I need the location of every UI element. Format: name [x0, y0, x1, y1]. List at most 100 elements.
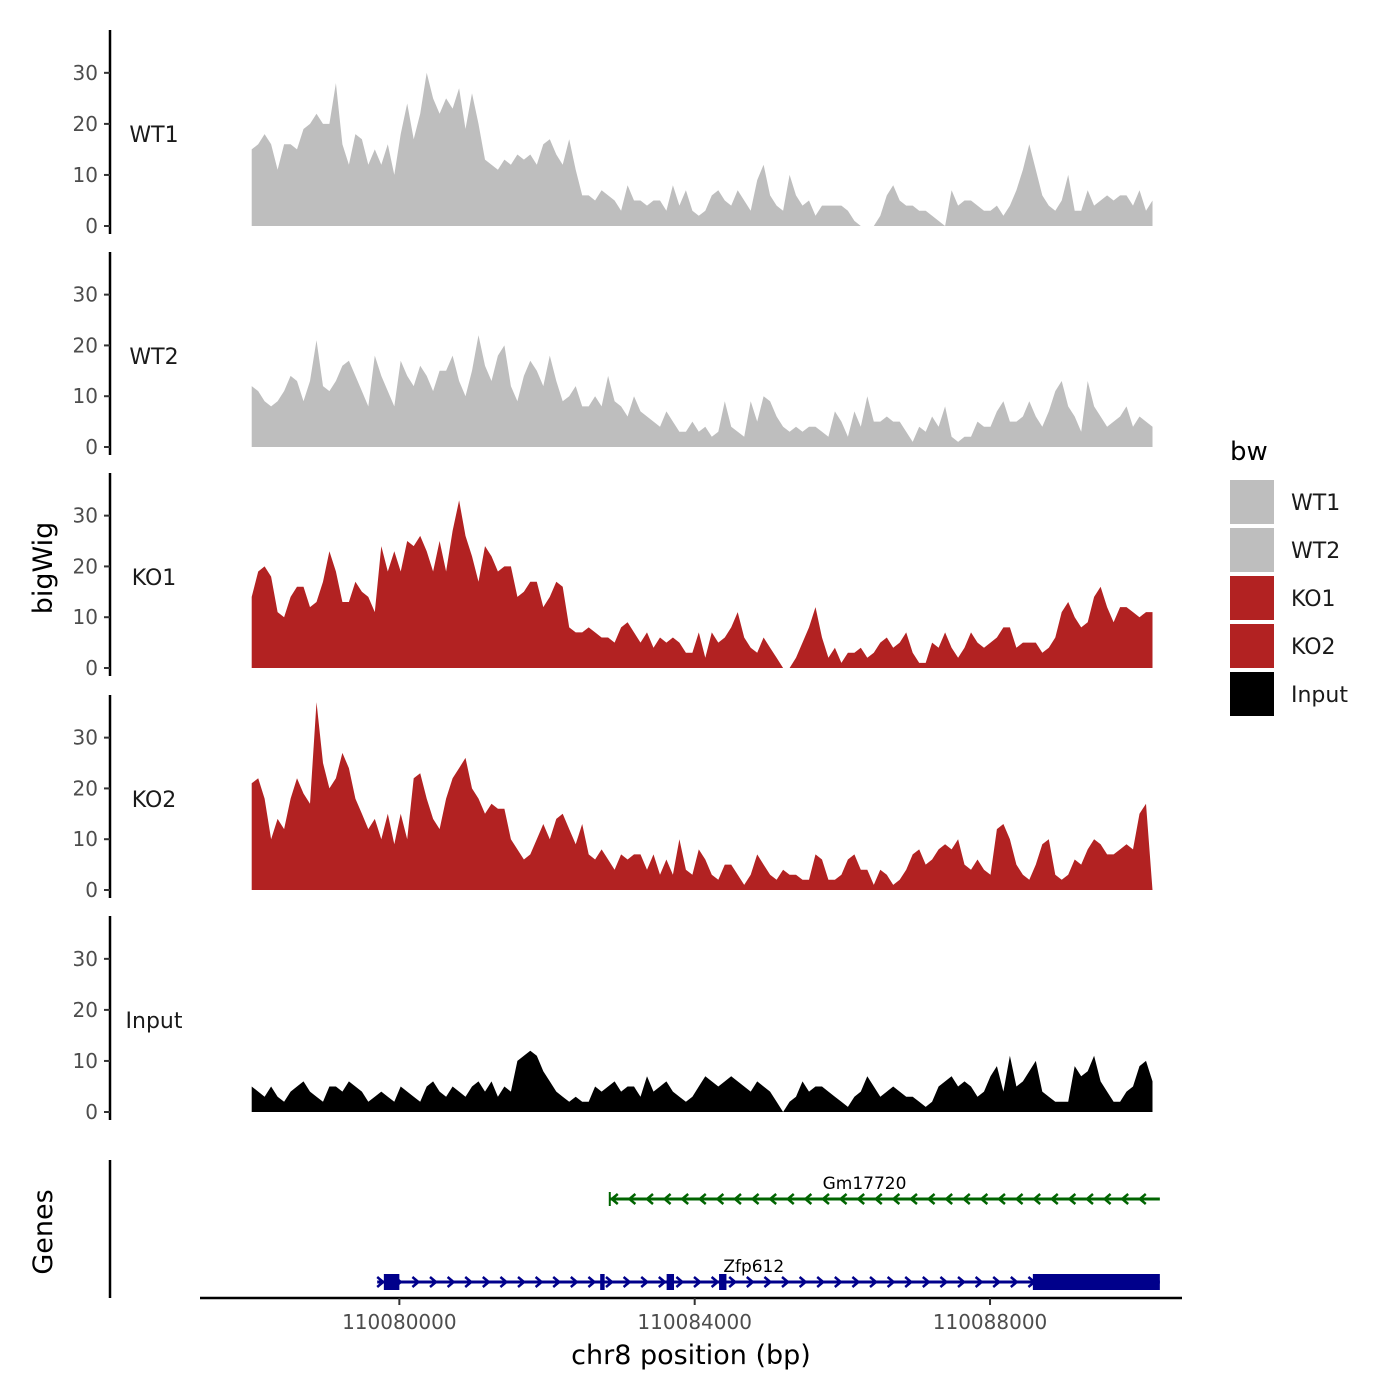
- strand-arrow: [961, 1193, 971, 1205]
- strand-arrow: [768, 1193, 777, 1205]
- strand-arrow: [997, 1193, 1006, 1205]
- track-ko1: 0 10 20 30 KO1: [73, 473, 1153, 680]
- legend-label-ko1: KO1: [1291, 587, 1336, 612]
- legend-key-ko2: [1230, 624, 1274, 668]
- strand-arrow: [517, 1276, 526, 1288]
- y-tick-label: 0: [85, 435, 98, 459]
- strand-arrow: [1010, 1276, 1019, 1288]
- strand-arrow: [1014, 1193, 1024, 1205]
- strand-arrow: [446, 1276, 456, 1288]
- strand-arrow: [834, 1276, 843, 1288]
- strand-arrow: [1120, 1193, 1129, 1205]
- strand-arrow: [816, 1276, 826, 1288]
- strand-arrow: [1049, 1193, 1059, 1205]
- strand-arrow: [587, 1276, 597, 1288]
- track-label-wt2: WT2: [129, 345, 178, 370]
- strand-arrow: [957, 1276, 966, 1288]
- track-ko2: 0 10 20 30 KO2: [73, 695, 1153, 902]
- y-tick-label: 20: [73, 776, 98, 800]
- strand-arrow: [763, 1276, 773, 1288]
- y-tick-label: 30: [73, 726, 98, 750]
- genes-axis-title: Genes: [28, 1189, 59, 1274]
- x-tick-label: 110088000: [933, 1310, 1048, 1334]
- strand-arrow: [680, 1193, 689, 1205]
- y-tick-label: 30: [73, 61, 98, 85]
- strand-arrow: [821, 1193, 830, 1205]
- y-tick-label: 10: [73, 163, 98, 187]
- y-tick-label: 10: [73, 605, 98, 629]
- strand-arrow: [609, 1193, 619, 1205]
- y-tick-label: 10: [73, 1049, 98, 1073]
- strand-arrow: [662, 1193, 672, 1205]
- legend-key-input: [1230, 672, 1274, 716]
- y-tick-label: 30: [73, 283, 98, 307]
- strand-arrow: [658, 1276, 667, 1288]
- strand-arrow: [728, 1276, 738, 1288]
- track-input: 0 10 20 30 Input: [73, 916, 1153, 1124]
- y-axis-title: bigWig: [28, 522, 59, 615]
- strand-arrow: [376, 1276, 386, 1288]
- strand-arrow: [869, 1276, 878, 1288]
- strand-arrow: [411, 1276, 421, 1288]
- track-label-wt1: WT1: [129, 123, 178, 148]
- legend-label-wt1: WT1: [1291, 491, 1340, 516]
- strand-arrow: [886, 1276, 896, 1288]
- strand-arrow: [803, 1193, 813, 1205]
- strand-arrow: [640, 1276, 650, 1288]
- gene-label: Gm17720: [823, 1174, 907, 1194]
- exon: [719, 1274, 727, 1290]
- legend-key-ko1: [1230, 576, 1274, 620]
- strand-arrow: [645, 1193, 654, 1205]
- strand-arrow: [785, 1193, 795, 1205]
- strand-arrow: [715, 1193, 725, 1205]
- strand-arrow: [499, 1276, 509, 1288]
- legend-key-wt2: [1230, 528, 1274, 572]
- coverage-area-ko2: [251, 702, 1153, 890]
- strand-arrow: [627, 1193, 637, 1205]
- x-axis-title: chr8 position (bp): [571, 1340, 811, 1371]
- y-tick-label: 10: [73, 384, 98, 408]
- exon: [383, 1274, 400, 1290]
- x-axis: 110080000 110084000 110088000: [200, 1296, 1182, 1334]
- legend-title: bw: [1230, 437, 1268, 467]
- exon: [600, 1274, 605, 1290]
- track-label-ko2: KO2: [132, 788, 177, 813]
- strand-arrow: [1137, 1193, 1147, 1205]
- legend-key-wt1: [1230, 480, 1274, 524]
- y-tick-label: 20: [73, 998, 98, 1022]
- strand-arrow: [992, 1276, 1002, 1288]
- x-tick-label: 110084000: [637, 1310, 752, 1334]
- strand-arrow: [733, 1193, 742, 1205]
- strand-arrow: [1085, 1193, 1094, 1205]
- legend-label-ko2: KO2: [1291, 635, 1336, 660]
- strand-arrow: [873, 1193, 883, 1205]
- strand-arrow: [675, 1276, 685, 1288]
- y-tick-label: 20: [73, 554, 98, 578]
- strand-arrow: [622, 1276, 632, 1288]
- strand-arrow: [605, 1276, 614, 1288]
- legend-label-wt2: WT2: [1291, 539, 1340, 564]
- strand-arrow: [856, 1193, 865, 1205]
- strand-arrow: [904, 1276, 914, 1288]
- strand-arrow: [909, 1193, 918, 1205]
- y-tick-label: 0: [85, 1100, 98, 1124]
- y-tick-label: 20: [73, 333, 98, 357]
- strand-arrow: [697, 1193, 707, 1205]
- genes-track: Gm17720 Zfp612: [108, 1160, 1160, 1298]
- x-tick-label: 110080000: [342, 1310, 457, 1334]
- strand-arrow: [429, 1276, 438, 1288]
- y-tick-label: 0: [85, 656, 98, 680]
- strand-arrow: [1102, 1193, 1112, 1205]
- strand-arrow: [891, 1193, 901, 1205]
- strand-arrow: [534, 1276, 544, 1288]
- strand-arrow: [1032, 1193, 1041, 1205]
- track-label-ko1: KO1: [132, 566, 177, 591]
- coverage-area-wt2: [251, 335, 1153, 447]
- coverage-area-wt1: [251, 72, 1153, 226]
- track-wt1: 0 10 20 30 WT1: [73, 30, 1153, 238]
- legend: bw WT1 WT2 KO1 KO2 Input: [1230, 437, 1348, 716]
- strand-arrow: [926, 1193, 936, 1205]
- strand-arrow: [798, 1276, 808, 1288]
- y-tick-label: 0: [85, 214, 98, 238]
